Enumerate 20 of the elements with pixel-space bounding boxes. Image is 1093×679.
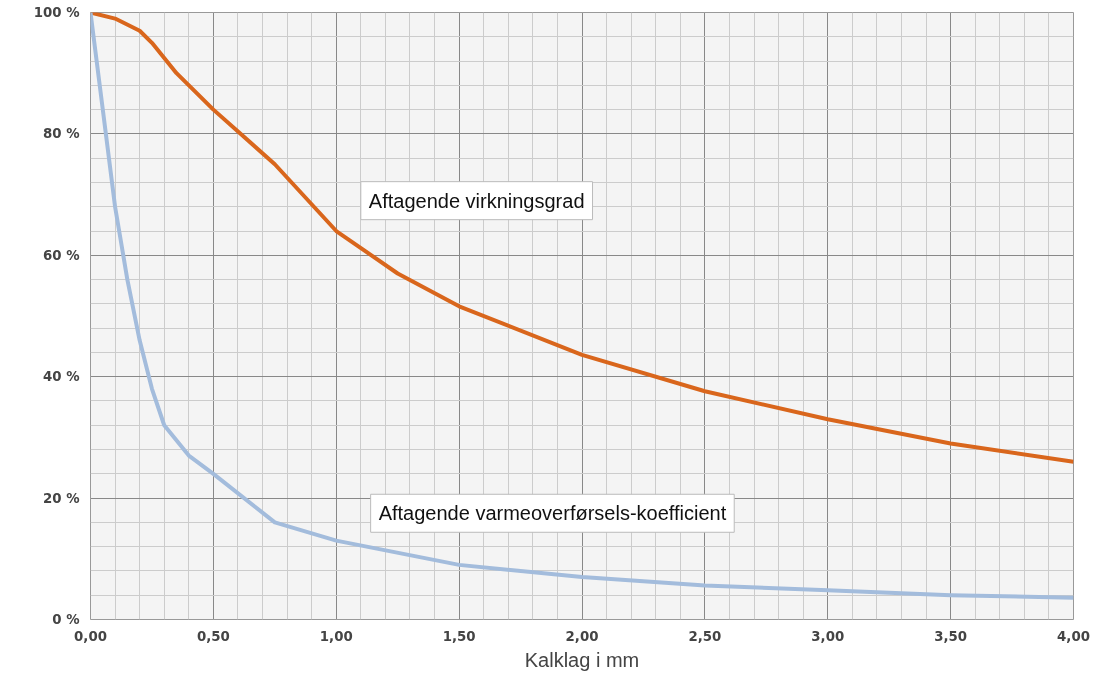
series-label: Aftagende varmeoverførsels-koefficient (378, 502, 727, 525)
series-label: Aftagende virkningsgrad (368, 189, 585, 212)
y-tick-label: 80 % (42, 126, 80, 142)
x-tick-label: 0,50 (196, 628, 230, 644)
line-series (90, 12, 1074, 464)
x-tick-label: 3,50 (934, 628, 968, 644)
x-tick-label: 0,00 (74, 628, 107, 644)
y-tick-label: 100 % (33, 5, 80, 20)
x-tick-label: 2,00 (565, 628, 599, 644)
y-tick-label: 40 % (42, 369, 80, 385)
x-tick-label: 2,50 (688, 628, 722, 644)
x-tick-label: 4,00 (1057, 628, 1090, 644)
y-tick-label: 20 % (42, 490, 80, 506)
x-tick-label: 1,50 (442, 628, 476, 644)
y-tick-label: 60 % (42, 247, 80, 263)
line-series (90, 12, 1074, 600)
x-tick-label: 1,00 (319, 628, 353, 644)
x-tick-label: 3,00 (811, 628, 845, 644)
x-axis-title: Kalklag i mm (524, 648, 640, 671)
y-tick-label: 0 % (52, 612, 80, 627)
